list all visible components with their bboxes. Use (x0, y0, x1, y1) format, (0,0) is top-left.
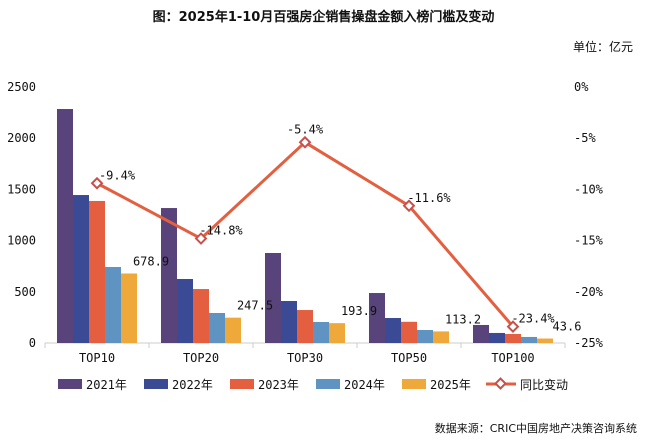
bar-2024年 (417, 329, 433, 343)
line-data-label: -5.4% (287, 122, 324, 136)
chart-title: 图：2025年1-10月百强房企销售操盘金额入榜门槛及变动 (152, 10, 495, 25)
line-marker (298, 135, 312, 149)
line-marker (90, 176, 104, 190)
legend-label: 2022年 (172, 378, 213, 392)
bar-2022年 (281, 301, 297, 343)
bar-data-label: 193.9 (341, 304, 377, 318)
line-marker (506, 320, 520, 333)
bar-data-label: 113.2 (445, 312, 481, 326)
legend-label: 2024年 (344, 378, 385, 392)
bar-2021年 (265, 252, 281, 343)
bar-2024年 (105, 267, 121, 343)
x-axis-label: TOP100 (491, 351, 534, 365)
bar-2025年 (433, 331, 449, 343)
right-axis-tick: -10% (574, 182, 604, 196)
bar-2023年 (401, 321, 417, 343)
right-axis-tick: -5% (574, 131, 596, 145)
bar-2021年 (473, 324, 489, 343)
bar-2024年 (521, 336, 537, 343)
right-axis-tick: -25% (574, 336, 604, 350)
bar-2025年 (121, 273, 137, 343)
bar-2024年 (209, 312, 225, 343)
bar-2022年 (73, 195, 89, 343)
bar-data-label: 678.9 (133, 254, 169, 268)
legend-swatch (144, 379, 168, 389)
right-axis-tick: -20% (574, 285, 604, 299)
legend-swatch (58, 379, 82, 389)
bar-2022年 (489, 332, 505, 343)
legend-label: 2023年 (258, 378, 299, 392)
bar-2023年 (297, 310, 313, 343)
line-series (96, 140, 515, 328)
x-axis-label: TOP50 (391, 351, 427, 365)
left-axis-tick: 1500 (7, 182, 36, 196)
bar-data-label: 247.5 (237, 299, 273, 313)
bar-2021年 (369, 293, 385, 343)
legend-label: 2025年 (430, 378, 471, 392)
line-data-label: -9.4% (99, 168, 136, 182)
bar-2024年 (313, 322, 329, 343)
bar-2025年 (537, 338, 553, 343)
legend-label: 2021年 (86, 378, 127, 392)
bar-2023年 (89, 200, 105, 343)
bar-data-label: 43.6 (553, 320, 582, 334)
bar-2022年 (177, 279, 193, 343)
legend-swatch (230, 379, 254, 389)
left-axis-tick: 1000 (7, 234, 36, 248)
left-axis-tick: 0 (29, 336, 36, 350)
line-marker (402, 199, 416, 213)
x-axis-label: TOP20 (183, 351, 219, 365)
legend-swatch (402, 379, 426, 389)
bar-2023年 (505, 333, 521, 343)
x-axis-label: TOP10 (79, 351, 115, 365)
right-axis-tick: 0% (574, 80, 589, 94)
bar-2025年 (225, 317, 241, 343)
x-axis-label: TOP30 (287, 351, 323, 365)
source-note: 数据来源：CRIC中国房地产决策咨询系统 (434, 422, 637, 435)
unit-label: 单位：亿元 (572, 40, 633, 54)
left-axis-tick: 500 (14, 285, 36, 299)
chart: 0 500 1000 1500 2000 2500 0% -5% -10% -15% -20% -25… (7, 80, 604, 392)
left-axis-tick: 2500 (7, 80, 36, 94)
line-data-label: -11.6% (407, 191, 451, 205)
bar-2023年 (193, 289, 209, 343)
bar-2022年 (385, 318, 401, 343)
bar-2021年 (57, 109, 73, 344)
bar-2021年 (161, 208, 177, 343)
legend-marker (494, 377, 507, 390)
right-axis-tick: -15% (574, 234, 604, 248)
bar-2025年 (329, 323, 345, 343)
left-axis-tick: 2000 (7, 131, 36, 145)
line-data-label: -14.8% (199, 224, 243, 238)
line-data-label: -23.4% (511, 312, 555, 326)
legend-label: 同比变动 (520, 377, 568, 392)
line-marker (194, 232, 208, 245)
legend-swatch (316, 379, 340, 389)
